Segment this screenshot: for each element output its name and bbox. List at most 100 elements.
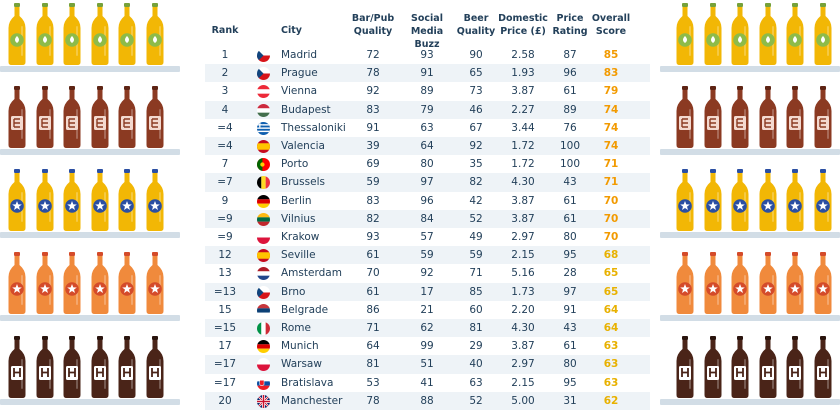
table-row: 2 Prague 78 91 65 1.93 96 83 xyxy=(205,64,650,83)
domestic-price-cell: 1.93 xyxy=(511,67,535,80)
rank-cell: 15 xyxy=(218,303,232,316)
country-flag-icon xyxy=(257,49,270,62)
bar-pub-quality-cell: 81 xyxy=(366,358,380,371)
domestic-price-cell: 2.58 xyxy=(511,49,535,61)
table-row: 9 Berlin 83 96 42 3.87 61 70 xyxy=(205,192,650,210)
domestic-price-cell: 1.72 xyxy=(511,140,535,152)
price-rating-cell: 87 xyxy=(563,49,577,61)
table-row: =7 Brussels 59 97 82 4.30 43 71 xyxy=(205,173,650,192)
social-media-buzz-cell: 84 xyxy=(420,212,434,225)
domestic-price-cell: 3.87 xyxy=(511,85,535,98)
beer-bottle-icon xyxy=(144,168,166,232)
beer-bottle-icon xyxy=(784,2,806,66)
beer-bottle-icon xyxy=(116,251,138,315)
overall-score-cell: 70 xyxy=(603,212,619,225)
overall-score-cell: 62 xyxy=(603,394,619,407)
country-flag-icon xyxy=(257,249,270,263)
overall-score-cell: 79 xyxy=(603,85,619,98)
beer-bottle-icon xyxy=(6,251,28,315)
table-row: 12 Seville 61 59 59 2.15 95 68 xyxy=(205,246,650,265)
beer-quality-cell: 85 xyxy=(469,285,483,298)
beer-quality-cell: 63 xyxy=(469,376,483,389)
bottle-shelf xyxy=(660,83,840,155)
table-row: =17 Warsaw 81 51 40 2.97 80 63 xyxy=(205,355,650,374)
bar-pub-quality-cell: 91 xyxy=(366,121,380,134)
rank-cell: 1 xyxy=(221,49,229,61)
country-flag-icon xyxy=(257,267,270,281)
domestic-price-cell: 4.30 xyxy=(511,322,535,334)
city-cell: Madrid xyxy=(281,49,318,61)
beer-bottle-icon xyxy=(6,2,28,66)
table-row: =9 Vilnius 82 84 52 3.87 61 70 xyxy=(205,209,650,228)
beer-bottle-icon xyxy=(702,251,724,315)
beer-bottle-icon xyxy=(812,168,834,232)
country-flag-icon xyxy=(257,176,270,190)
table-row: =4 Valencia 39 64 92 1.72 100 74 xyxy=(205,137,650,156)
beer-quality-cell: 52 xyxy=(469,394,483,407)
beer-bottle-icon xyxy=(702,168,724,232)
price-rating-cell: 61 xyxy=(563,194,577,207)
social-media-buzz-cell: 91 xyxy=(420,67,434,80)
beer-bottle-icon xyxy=(784,251,806,315)
table-row: 20 Manchester 78 88 52 5.00 31 62 xyxy=(205,391,650,410)
price-rating-cell: 95 xyxy=(563,376,577,389)
city-cell: Prague xyxy=(281,67,318,80)
shelf-plank xyxy=(660,399,840,405)
country-flag-icon xyxy=(257,358,270,372)
beer-bottle-icon xyxy=(784,168,806,232)
domestic-price-cell: 1.73 xyxy=(511,285,535,298)
beer-bottle-icon xyxy=(812,85,834,149)
city-cell: Porto xyxy=(281,158,309,171)
overall-score-cell: 74 xyxy=(603,140,619,152)
beer-bottle-icon xyxy=(89,2,111,66)
beer-bottle-icon xyxy=(729,85,751,149)
rank-cell: =4 xyxy=(217,140,233,152)
price-rating-cell: 76 xyxy=(563,121,577,134)
rank-cell: =13 xyxy=(213,285,237,298)
shelf-plank xyxy=(0,315,180,321)
bar-pub-quality-cell: 39 xyxy=(366,140,380,152)
beer-bottle-icon xyxy=(61,251,83,315)
beer-bottle-icon xyxy=(729,168,751,232)
social-media-buzz-cell: 59 xyxy=(420,249,434,262)
beer-bottle-icon xyxy=(116,2,138,66)
table-header: Rank City Bar/Pub Quality Social Media Buz… xyxy=(205,6,650,50)
country-flag-icon xyxy=(257,67,270,81)
city-cell: Warsaw xyxy=(281,358,322,371)
table-row: =13 Brno 61 17 85 1.73 97 65 xyxy=(205,282,650,301)
beer-bottle-icon xyxy=(674,168,696,232)
header-rank: Rank xyxy=(211,25,239,36)
table-row: =9 Krakow 93 57 49 2.97 80 70 xyxy=(205,228,650,246)
right-bottle-shelves xyxy=(660,0,840,420)
price-rating-cell: 80 xyxy=(563,358,577,371)
bar-pub-quality-cell: 61 xyxy=(366,249,380,262)
beer-bottle-icon xyxy=(34,251,56,315)
shelf-plank xyxy=(0,149,180,155)
bar-pub-quality-cell: 86 xyxy=(366,303,380,316)
overall-score-cell: 74 xyxy=(603,103,619,116)
overall-score-cell: 63 xyxy=(603,340,619,353)
header-beer-quality: Beer Quality xyxy=(456,13,496,37)
beer-bottle-icon xyxy=(702,85,724,149)
beer-bottle-icon xyxy=(757,2,779,66)
beer-quality-cell: 40 xyxy=(469,358,483,371)
ranking-table: Rank City Bar/Pub Quality Social Media Buz… xyxy=(205,0,650,420)
beer-quality-cell: 73 xyxy=(469,85,483,98)
price-rating-cell: 100 xyxy=(559,158,581,171)
bar-pub-quality-cell: 71 xyxy=(366,322,380,334)
price-rating-cell: 61 xyxy=(563,340,577,353)
bottle-shelf xyxy=(0,166,180,238)
table-row: 4 Budapest 83 79 46 2.27 89 74 xyxy=(205,100,650,119)
city-cell: Manchester xyxy=(281,394,343,407)
price-rating-cell: 31 xyxy=(563,394,577,407)
table-row: 1 Madrid 72 93 90 2.58 87 85 xyxy=(205,46,650,64)
table-row: =4 Thessaloniki 91 63 67 3.44 76 74 xyxy=(205,119,650,137)
beer-quality-cell: 59 xyxy=(469,249,483,262)
overall-score-cell: 71 xyxy=(603,158,619,171)
beer-bottle-icon xyxy=(6,85,28,149)
country-flag-icon xyxy=(257,285,270,299)
country-flag-icon xyxy=(257,394,270,408)
beer-bottle-icon xyxy=(61,168,83,232)
beer-bottle-icon xyxy=(6,168,28,232)
bar-pub-quality-cell: 78 xyxy=(366,394,380,407)
